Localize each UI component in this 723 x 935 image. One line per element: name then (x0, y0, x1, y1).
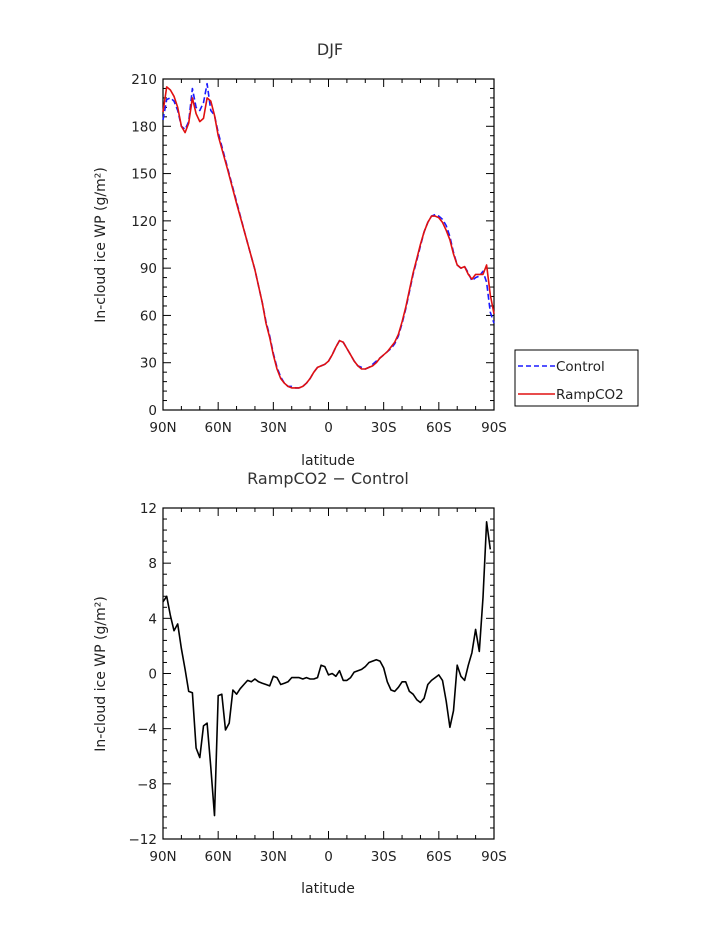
top-y-tick-label: 120 (131, 214, 157, 230)
top-y-tick-label: 180 (131, 119, 157, 135)
top-x-tick-label: 60S (426, 420, 452, 436)
top-x-tick-label: 0 (324, 420, 333, 436)
bottom-y-tick-label: −8 (137, 777, 157, 793)
top-series-line-rampco2 (162, 86, 495, 389)
bottom-y-tick-label: 8 (148, 556, 157, 572)
bottom-chart-title: RampCO2 − Control (247, 469, 409, 488)
top-x-tick-label: 90S (481, 420, 507, 436)
top-y-tick-label: 60 (140, 308, 157, 324)
top-chart-title: DJF (317, 40, 343, 59)
top-y-tick-label: 90 (140, 261, 157, 277)
top-x-axis-label: latitude (301, 453, 355, 469)
top-x-tick-label: 30N (260, 420, 287, 436)
legend-label-control: Control (556, 359, 605, 375)
top-y-tick-label: 150 (131, 167, 157, 183)
legend-label-rampco2: RampCO2 (556, 387, 624, 403)
bottom-x-tick-label: 60S (426, 849, 452, 865)
bottom-x-tick-label: 60N (205, 849, 232, 865)
bottom-x-axis-label: latitude (301, 881, 355, 897)
top-x-tick-label: 60N (205, 420, 232, 436)
bottom-y-axis-label: In-cloud ice WP (g/m²) (93, 596, 109, 752)
top-y-tick-label: 0 (148, 403, 157, 419)
bottom-series-line-difference (162, 521, 492, 817)
top-y-axis-label: In-cloud ice WP (g/m²) (93, 167, 109, 323)
top-panel: DJF 90N 60N 30N 0 30S 60S 90S 0 30 60 90 120 150 180 2… (93, 40, 507, 469)
legend-box (514, 349, 639, 407)
bottom-y-tick-label: 0 (148, 667, 157, 683)
bottom-x-tick-label: 90N (149, 849, 176, 865)
bottom-x-tick-label: 90S (481, 849, 507, 865)
legend: Control RampCO2 (514, 349, 639, 407)
bottom-x-tick-label: 30N (260, 849, 287, 865)
top-series-line-control (162, 82, 495, 389)
bottom-y-tick-label: −4 (137, 722, 157, 738)
bottom-y-tick-label: 4 (148, 611, 157, 627)
bottom-x-tick-label: 0 (324, 849, 333, 865)
top-x-tick-label: 30S (371, 420, 397, 436)
bottom-y-tick-label: −12 (129, 832, 158, 848)
top-y-tick-label: 30 (140, 356, 157, 372)
bottom-y-tick-label: 12 (140, 501, 157, 517)
bottom-panel: RampCO2 − Control 90N 60N 30N 0 30S 60S 90S −12… (93, 469, 507, 897)
top-x-tick-label: 90N (149, 420, 176, 436)
bottom-x-tick-label: 30S (371, 849, 397, 865)
top-y-tick-label: 210 (131, 72, 157, 88)
